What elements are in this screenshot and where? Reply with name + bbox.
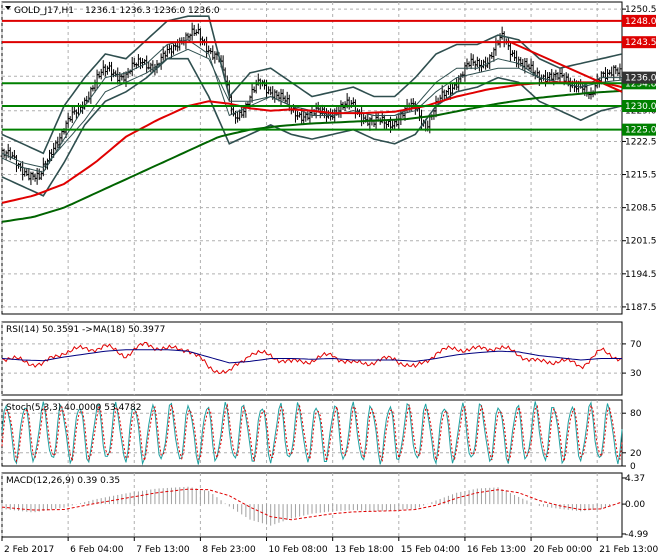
- x-tick-label: 20 Feb 00:00: [533, 545, 592, 555]
- ma-green-line: [1, 89, 623, 223]
- stoch-label: Stoch(5,3,3) 40.0000 53.4782: [6, 403, 141, 413]
- bollinger-upper-line: [1, 15, 623, 155]
- y-tick-label: 1187.5: [625, 303, 657, 313]
- support-level-label: 1230.0: [625, 102, 657, 112]
- x-tick-label: 15 Feb 04:00: [401, 545, 460, 555]
- support-level-label-box: [622, 123, 656, 136]
- resistance-level-label-box: [622, 36, 656, 49]
- resistance-level-label: 1248.0: [625, 17, 657, 27]
- x-tick-label: 16 Feb 13:00: [467, 545, 526, 555]
- stoch-tick-label: 80: [630, 409, 642, 419]
- symbol-label: GOLD_J17,H1: [14, 6, 74, 16]
- current-price-label-box: [622, 71, 656, 84]
- support-level-label: 1234.8: [625, 79, 657, 89]
- x-tick-label: 21 Feb 13:00: [599, 545, 658, 555]
- x-tick-label: 13 Feb 18:00: [335, 545, 394, 555]
- ema-fast-line: [1, 39, 622, 173]
- y-tick-label: 1201.5: [625, 237, 657, 247]
- stoch-tick-label: 0: [630, 462, 636, 472]
- x-tick-label: 10 Feb 08:00: [269, 545, 328, 555]
- rsi-label: RSI(14) 50.3591 ->MA(18) 50.3977: [6, 325, 165, 335]
- resistance-level-label-box: [622, 14, 656, 27]
- chart-menu-triangle-icon: [5, 6, 11, 10]
- x-tick-label: 7 Feb 13:00: [136, 545, 190, 555]
- x-tick-label: 8 Feb 23:00: [202, 545, 256, 555]
- ohlc-label: 1236.1 1236.3 1236.0 1236.0: [85, 6, 220, 16]
- macd-label: MACD(12,26,9) 0.39 0.35: [6, 476, 120, 486]
- stoch-signal-line: [1, 403, 623, 463]
- x-tick-label: 6 Feb 04:00: [70, 545, 124, 555]
- rsi-tick-label: 70: [630, 340, 642, 350]
- macd-tick-label: -4.99: [625, 530, 649, 540]
- stoch-main-line: [1, 401, 623, 466]
- rsi-line: [1, 341, 623, 375]
- y-tick-label: 1208.5: [625, 204, 657, 214]
- y-tick-label: 1194.5: [625, 270, 657, 280]
- macd-tick-label: 0.00: [625, 500, 645, 510]
- panel-frame-rsi: [1, 321, 623, 396]
- current-price-label: 1236.0: [625, 74, 657, 84]
- ma-red-line: [1, 81, 623, 204]
- support-level-label-box: [622, 100, 656, 112]
- resistance-level-label: 1243.5: [625, 38, 657, 48]
- rsi-ma-line: [1, 349, 622, 364]
- y-tick-label: 1250.5: [625, 5, 657, 15]
- x-tick-label: 2 Feb 2017: [4, 545, 54, 555]
- support-level-label: 1225.0: [625, 126, 657, 136]
- macd-tick-label: 4.37: [625, 474, 645, 484]
- y-tick-label: 1215.5: [625, 171, 657, 181]
- stoch-tick-label: 20: [630, 449, 642, 459]
- rsi-tick-label: 30: [630, 369, 642, 379]
- y-tick-label: 1222.5: [625, 137, 657, 147]
